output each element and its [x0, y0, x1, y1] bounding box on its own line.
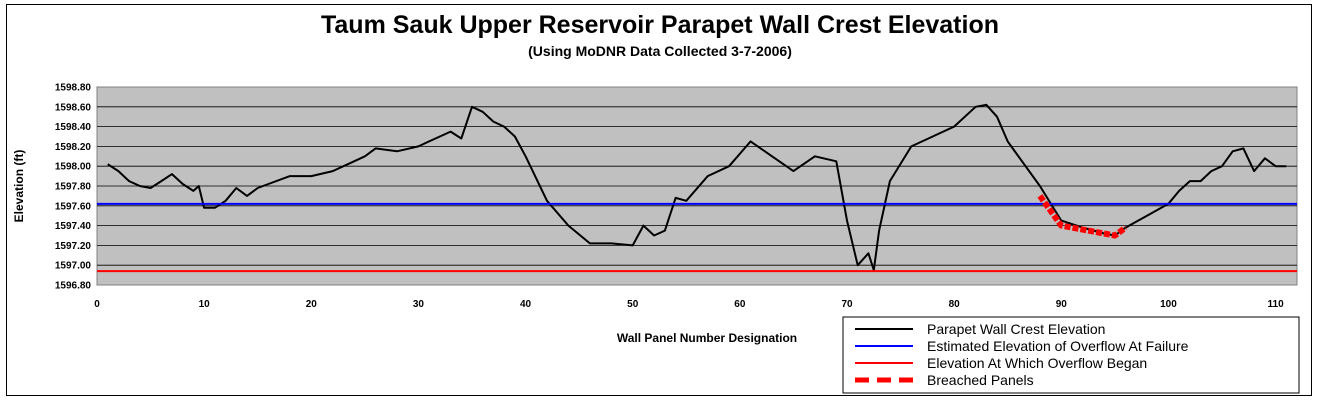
- x-tick-label: 70: [841, 299, 853, 310]
- chart-subtitle: (Using MoDNR Data Collected 3-7-2006): [528, 43, 792, 59]
- legend-label-0: Parapet Wall Crest Elevation: [927, 321, 1105, 337]
- chart-svg: 1596.80 1597.00 1597.20 1597.40 1597.60 1597.…: [12, 83, 1300, 394]
- y-tick-label: 1598.40: [55, 122, 92, 133]
- x-tick-label: 50: [627, 299, 639, 310]
- legend-label-2: Elevation At Which Overflow Began: [927, 355, 1147, 371]
- x-tick-label: 80: [949, 299, 961, 310]
- x-tick-label: 20: [306, 299, 318, 310]
- chart-frame: Taum Sauk Upper Reservoir Parapet Wall C…: [6, 4, 1312, 396]
- y-tick-label: 1597.80: [55, 182, 92, 193]
- y-tick-label: 1597.20: [55, 241, 92, 252]
- x-tick-label: 30: [413, 299, 425, 310]
- x-axis-title: Wall Panel Number Designation: [617, 331, 797, 345]
- y-tick-label: 1597.00: [55, 261, 92, 272]
- y-tick-label: 1597.40: [55, 221, 92, 232]
- y-tick-label: 1596.80: [55, 281, 92, 292]
- chart-title: Taum Sauk Upper Reservoir Parapet Wall C…: [320, 11, 999, 39]
- x-tick-label: 40: [520, 299, 532, 310]
- legend-label-3: Breached Panels: [927, 372, 1034, 388]
- x-tick-label: 100: [1160, 299, 1177, 310]
- series-line-3: [1037, 194, 1128, 239]
- x-tick-label: 0: [94, 299, 100, 310]
- x-tick-label: 10: [199, 299, 211, 310]
- y-tick-label: 1598.60: [55, 102, 92, 113]
- y-axis-title: Elevation (ft): [12, 150, 26, 223]
- legend-box: [842, 316, 1300, 394]
- y-tick-label: 1597.60: [55, 201, 92, 212]
- x-tick-label: 90: [1056, 299, 1068, 310]
- y-tick-label: 1598.20: [55, 142, 92, 153]
- legend-label-1: Estimated Elevation of Overflow At Failu…: [927, 338, 1189, 354]
- y-tick-label: 1598.00: [55, 162, 92, 173]
- x-tick-label: 110: [1268, 299, 1285, 310]
- x-tick-label: 60: [734, 299, 746, 310]
- y-tick-label: 1598.80: [55, 83, 92, 94]
